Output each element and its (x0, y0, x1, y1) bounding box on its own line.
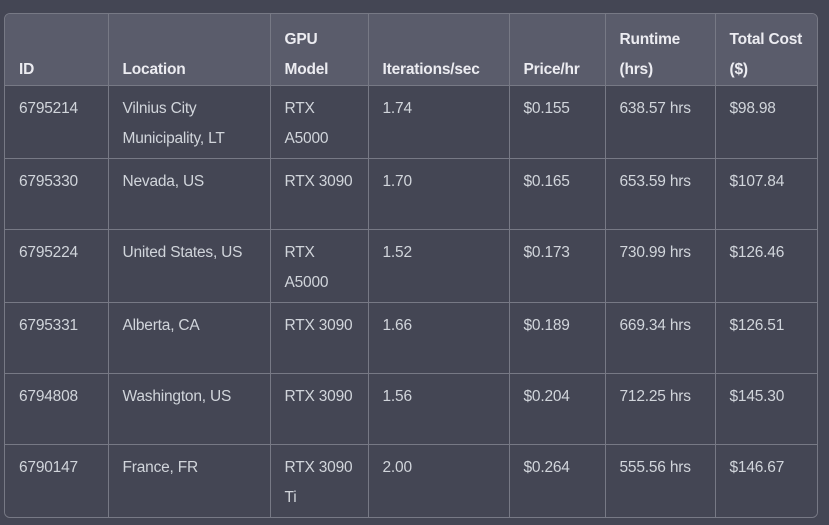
header-price: Price/hr (508, 14, 606, 86)
cell-iterations: 2.00 (367, 443, 510, 517)
cell-runtime: 638.57 hrs (604, 84, 716, 159)
cell-iterations: 1.70 (367, 157, 510, 230)
cell-total-cost: $107.84 (714, 157, 817, 230)
cell-runtime: 669.34 hrs (604, 301, 716, 374)
cell-gpu-model: RTX A5000 (269, 84, 369, 159)
cell-runtime: 555.56 hrs (604, 443, 716, 517)
cell-price: $0.264 (508, 443, 606, 517)
cell-iterations: 1.52 (367, 228, 510, 303)
cell-gpu-model: RTX 3090 (269, 301, 369, 374)
cell-price: $0.155 (508, 84, 606, 159)
header-row: ID Location GPU Model Iterations/sec Pri… (5, 14, 817, 86)
cell-location: United States, US (107, 228, 271, 303)
cell-total-cost: $126.51 (714, 301, 817, 374)
cell-runtime: 653.59 hrs (604, 157, 716, 230)
cell-id: 6794808 (5, 372, 109, 445)
cell-location: Alberta, CA (107, 301, 271, 374)
cell-id: 6795331 (5, 301, 109, 374)
cell-gpu-model: RTX A5000 (269, 228, 369, 303)
header-id: ID (5, 14, 109, 86)
cell-iterations: 1.66 (367, 301, 510, 374)
cell-total-cost: $145.30 (714, 372, 817, 445)
cell-iterations: 1.56 (367, 372, 510, 445)
cell-total-cost: $98.98 (714, 84, 817, 159)
table-row: 6795214 Vilnius City Municipality, LT RT… (5, 84, 817, 159)
cell-id: 6795224 (5, 228, 109, 303)
table-row: 6795330 Nevada, US RTX 3090 1.70 $0.165 … (5, 157, 817, 230)
header-gpu-model: GPU Model (269, 14, 369, 86)
cell-id: 6795330 (5, 157, 109, 230)
cell-runtime: 712.25 hrs (604, 372, 716, 445)
table-row: 6794808 Washington, US RTX 3090 1.56 $0.… (5, 372, 817, 445)
cell-id: 6790147 (5, 443, 109, 517)
cell-price: $0.189 (508, 301, 606, 374)
cell-id: 6795214 (5, 84, 109, 159)
cell-total-cost: $146.67 (714, 443, 817, 517)
table-row: 6790147 France, FR RTX 3090 Ti 2.00 $0.2… (5, 443, 817, 517)
cell-location: Washington, US (107, 372, 271, 445)
header-runtime: Runtime (hrs) (604, 14, 716, 86)
table-header: ID Location GPU Model Iterations/sec Pri… (5, 14, 817, 86)
header-total-cost: Total Cost ($) (714, 14, 817, 86)
cell-total-cost: $126.46 (714, 228, 817, 303)
table-row: 6795224 United States, US RTX A5000 1.52… (5, 228, 817, 303)
header-iterations: Iterations/sec (367, 14, 510, 86)
cell-location: Nevada, US (107, 157, 271, 230)
table-row: 6795331 Alberta, CA RTX 3090 1.66 $0.189… (5, 301, 817, 374)
cell-location: Vilnius City Municipality, LT (107, 84, 271, 159)
cell-iterations: 1.74 (367, 84, 510, 159)
gpu-pricing-table: ID Location GPU Model Iterations/sec Pri… (5, 14, 817, 517)
cell-location: France, FR (107, 443, 271, 517)
cell-gpu-model: RTX 3090 (269, 372, 369, 445)
table-body: 6795214 Vilnius City Municipality, LT RT… (5, 84, 817, 517)
cell-gpu-model: RTX 3090 (269, 157, 369, 230)
cell-price: $0.173 (508, 228, 606, 303)
cell-price: $0.204 (508, 372, 606, 445)
gpu-pricing-table-frame: ID Location GPU Model Iterations/sec Pri… (4, 13, 818, 518)
cell-gpu-model: RTX 3090 Ti (269, 443, 369, 517)
cell-price: $0.165 (508, 157, 606, 230)
header-location: Location (107, 14, 271, 86)
cell-runtime: 730.99 hrs (604, 228, 716, 303)
